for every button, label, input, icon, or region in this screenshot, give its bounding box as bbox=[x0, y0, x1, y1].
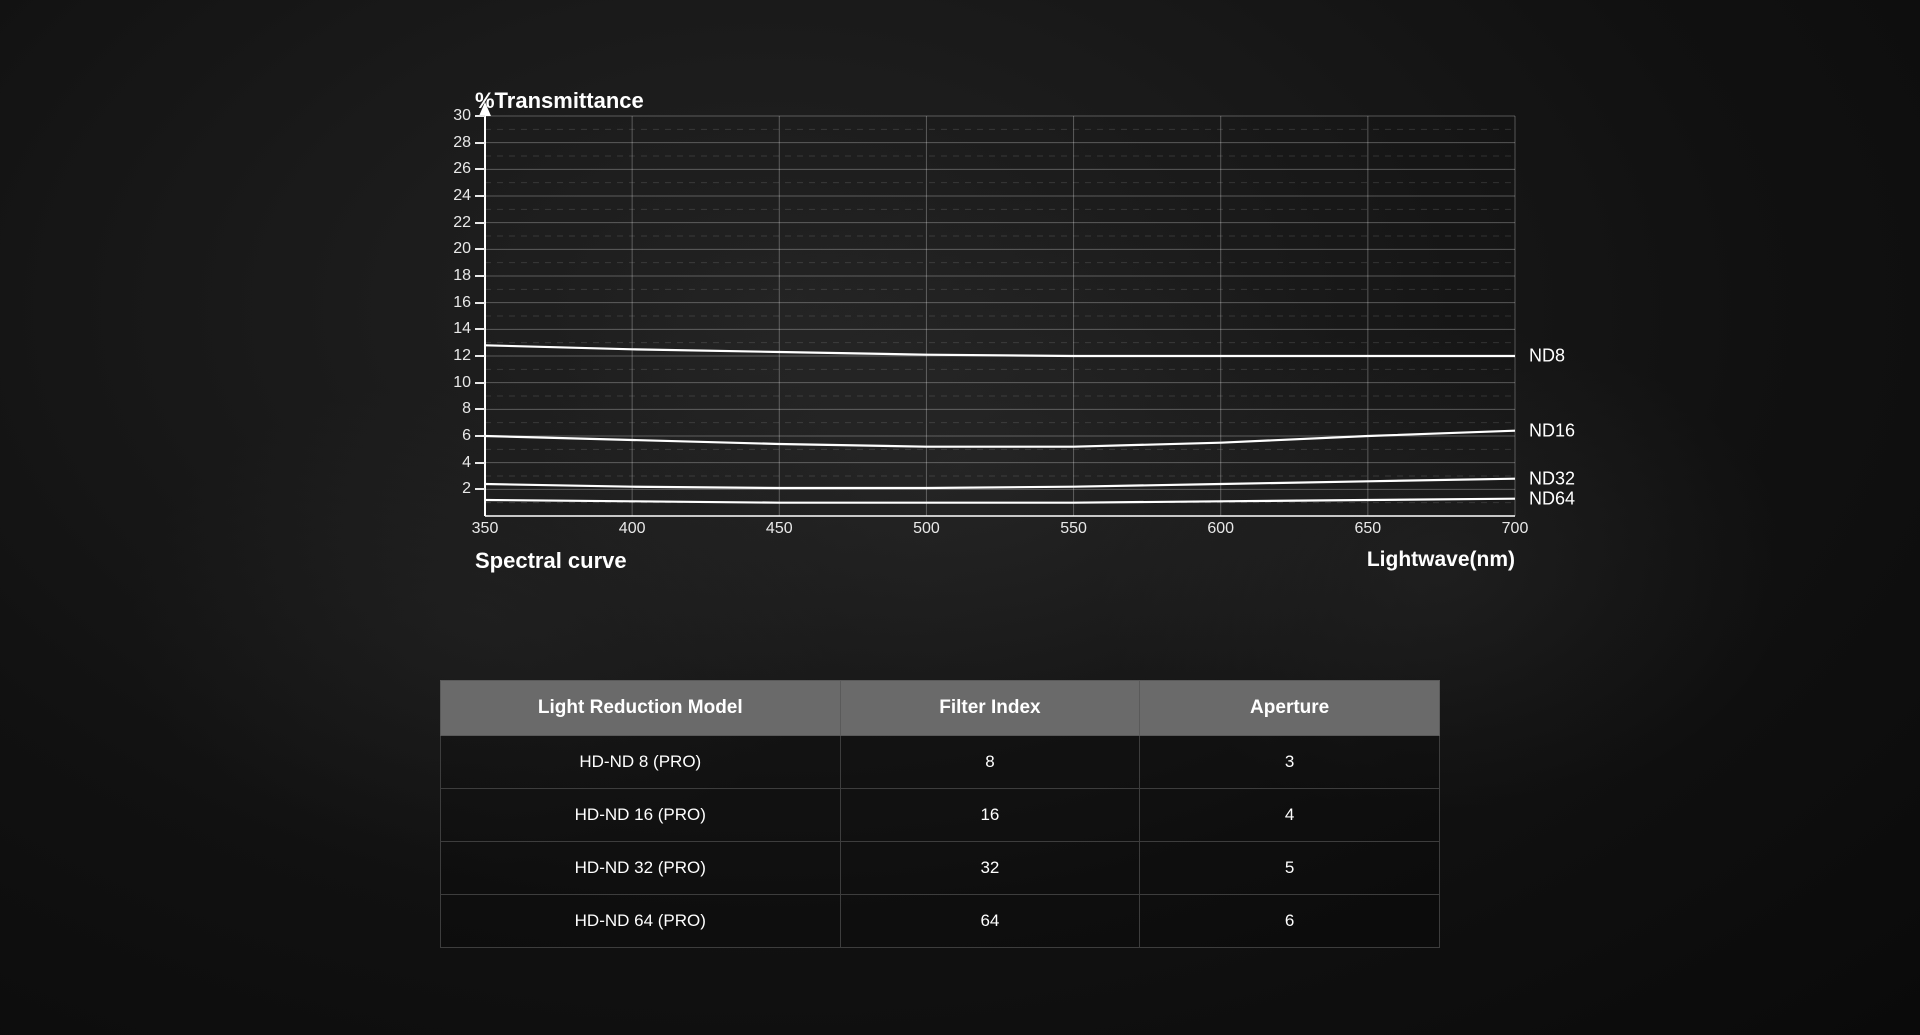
series-label: ND32 bbox=[1529, 468, 1575, 489]
table-cell: HD-ND 16 (PRO) bbox=[441, 789, 841, 842]
series-label: ND8 bbox=[1529, 346, 1565, 367]
table-header-row: Light Reduction ModelFilter IndexApertur… bbox=[441, 681, 1440, 736]
y-tick-mark bbox=[475, 408, 485, 410]
table-cell: 4 bbox=[1140, 789, 1440, 842]
y-tick-label: 4 bbox=[435, 454, 471, 472]
x-tick-label: 450 bbox=[766, 520, 793, 538]
y-tick-mark bbox=[475, 435, 485, 437]
x-tick-label: 500 bbox=[913, 520, 940, 538]
y-tick-label: 10 bbox=[435, 374, 471, 392]
x-tick-label: 400 bbox=[619, 520, 646, 538]
x-subtitle-left: Spectral curve bbox=[475, 548, 627, 574]
x-tick-label: 600 bbox=[1207, 520, 1234, 538]
y-tick-mark bbox=[475, 142, 485, 144]
table-cell: 6 bbox=[1140, 895, 1440, 948]
table-row: HD-ND 32 (PRO)325 bbox=[441, 842, 1440, 895]
y-tick-mark bbox=[475, 168, 485, 170]
y-axis-title: %Transmittance bbox=[475, 88, 644, 114]
y-tick-mark bbox=[475, 355, 485, 357]
y-tick-label: 22 bbox=[435, 214, 471, 232]
y-tick-mark bbox=[475, 462, 485, 464]
y-tick-mark bbox=[475, 382, 485, 384]
y-tick-mark bbox=[475, 275, 485, 277]
filter-table-element: Light Reduction ModelFilter IndexApertur… bbox=[440, 680, 1440, 948]
y-tick-mark bbox=[475, 488, 485, 490]
x-tick-label: 350 bbox=[472, 520, 499, 538]
table-cell: HD-ND 32 (PRO) bbox=[441, 842, 841, 895]
table-cell: 3 bbox=[1140, 736, 1440, 789]
y-tick-label: 6 bbox=[435, 427, 471, 445]
series-label: ND64 bbox=[1529, 488, 1575, 509]
x-tick-label: 700 bbox=[1502, 520, 1529, 538]
table-header-cell: Aperture bbox=[1140, 681, 1440, 736]
y-tick-label: 20 bbox=[435, 240, 471, 258]
table-row: HD-ND 16 (PRO)164 bbox=[441, 789, 1440, 842]
series-label: ND16 bbox=[1529, 420, 1575, 441]
y-tick-label: 8 bbox=[435, 400, 471, 418]
filter-table: Light Reduction ModelFilter IndexApertur… bbox=[440, 680, 1440, 948]
table-cell: 5 bbox=[1140, 842, 1440, 895]
transmittance-chart: %Transmittance Spectral curve Lightwave(… bbox=[395, 88, 1525, 573]
y-tick-label: 26 bbox=[435, 160, 471, 178]
y-tick-mark bbox=[475, 222, 485, 224]
y-tick-label: 28 bbox=[435, 134, 471, 152]
table-cell: 16 bbox=[840, 789, 1140, 842]
x-tick-label: 550 bbox=[1060, 520, 1087, 538]
y-tick-label: 24 bbox=[435, 187, 471, 205]
chart-plot-area bbox=[485, 116, 1515, 516]
table-row: HD-ND 8 (PRO)83 bbox=[441, 736, 1440, 789]
y-tick-mark bbox=[475, 195, 485, 197]
x-tick-label: 650 bbox=[1354, 520, 1381, 538]
table-cell: 64 bbox=[840, 895, 1140, 948]
table-body: HD-ND 8 (PRO)83HD-ND 16 (PRO)164HD-ND 32… bbox=[441, 736, 1440, 948]
y-tick-mark bbox=[475, 328, 485, 330]
table-cell: 8 bbox=[840, 736, 1140, 789]
table-header-cell: Light Reduction Model bbox=[441, 681, 841, 736]
y-tick-label: 2 bbox=[435, 480, 471, 498]
y-tick-label: 12 bbox=[435, 347, 471, 365]
x-subtitle-right: Lightwave(nm) bbox=[1367, 548, 1515, 572]
table-header-cell: Filter Index bbox=[840, 681, 1140, 736]
table-cell: HD-ND 64 (PRO) bbox=[441, 895, 841, 948]
table-cell: HD-ND 8 (PRO) bbox=[441, 736, 841, 789]
y-tick-label: 16 bbox=[435, 294, 471, 312]
y-tick-label: 14 bbox=[435, 320, 471, 338]
y-tick-label: 18 bbox=[435, 267, 471, 285]
table-cell: 32 bbox=[840, 842, 1140, 895]
table-row: HD-ND 64 (PRO)646 bbox=[441, 895, 1440, 948]
y-tick-mark bbox=[475, 302, 485, 304]
y-tick-mark bbox=[475, 248, 485, 250]
y-tick-mark bbox=[475, 115, 485, 117]
y-tick-label: 30 bbox=[435, 107, 471, 125]
